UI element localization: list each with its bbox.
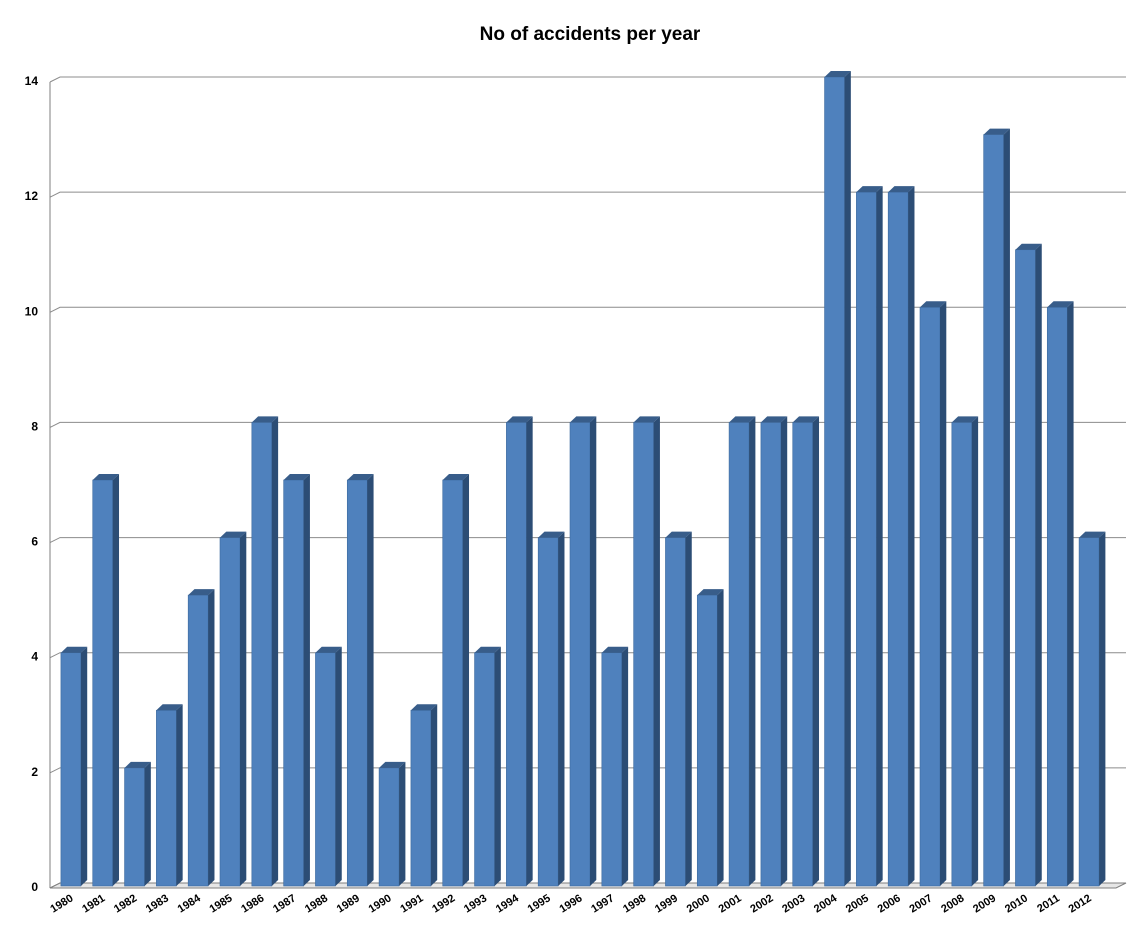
y-tick-label: 8: [31, 419, 38, 433]
bar: [887, 186, 915, 887]
x-tick-label: 1991: [398, 892, 425, 915]
x-tick-label: 2007: [907, 892, 934, 915]
bar: [1046, 301, 1074, 887]
x-tick-label: 1986: [239, 892, 266, 915]
bar: [951, 416, 979, 887]
bar: [856, 186, 883, 887]
x-tick-label: 2003: [780, 892, 807, 915]
y-tick-label: 4: [31, 650, 38, 664]
x-tick-label: 1984: [176, 892, 204, 916]
bar: [569, 416, 597, 887]
x-tick-label: 1998: [621, 892, 648, 915]
x-tick-label: 2005: [844, 892, 871, 915]
bar: [728, 416, 756, 887]
bar: [346, 474, 374, 887]
y-tick-labels: 0 2 4 6 8 10 12 14: [25, 74, 39, 894]
bar: [442, 474, 470, 887]
x-tick-labels: 1980 1981 1982 1983 1984 1985 1986 1987 1988 1989…: [48, 892, 1093, 916]
x-tick-label: 2008: [939, 892, 966, 915]
x-tick-label: 1992: [430, 892, 457, 915]
y-tick-label: 6: [31, 535, 38, 549]
bar: [824, 71, 851, 887]
x-tick-label: 1987: [271, 892, 298, 915]
chart-title: No of accidents per year: [480, 24, 701, 45]
bar: [506, 416, 533, 887]
x-tick-label: 1985: [207, 892, 234, 915]
x-tick-label: 2010: [1003, 892, 1030, 915]
bars: [60, 71, 1106, 887]
bar: [92, 474, 120, 887]
x-tick-label: 1989: [335, 892, 362, 915]
gridline: [49, 76, 1126, 83]
x-tick-label: 1999: [653, 892, 680, 915]
bar: [696, 589, 724, 887]
x-tick-label: 1997: [589, 892, 616, 915]
bar: [187, 589, 215, 887]
bar: [60, 646, 88, 887]
bar: [919, 301, 947, 887]
bar: [251, 416, 279, 887]
bar: [792, 416, 820, 887]
bar: [1078, 531, 1106, 887]
bar: [760, 416, 788, 887]
x-tick-label: 2006: [876, 892, 903, 915]
gridline: [49, 306, 1126, 313]
bar: [410, 704, 438, 887]
y-tick-label: 10: [25, 304, 39, 318]
x-tick-label: 1981: [80, 892, 107, 915]
x-tick-label: 1980: [48, 892, 75, 915]
bar: [1015, 243, 1042, 887]
bar: [219, 531, 247, 887]
x-tick-label: 2012: [1067, 892, 1094, 915]
bar: [378, 761, 406, 887]
bar: [665, 531, 692, 887]
y-tick-label: 0: [31, 880, 38, 894]
x-tick-label: 1988: [303, 892, 330, 915]
bar: [601, 646, 629, 887]
bar: [474, 646, 501, 887]
x-tick-label: 2000: [685, 892, 712, 915]
gridline: [49, 191, 1126, 198]
bar: [124, 761, 151, 887]
gridlines: [49, 76, 1126, 889]
x-tick-label: 1982: [112, 892, 139, 915]
y-tick-label: 14: [25, 74, 39, 88]
x-tick-label: 1995: [526, 892, 553, 915]
bar: [537, 531, 565, 887]
bar: [156, 704, 183, 887]
x-tick-label: 2011: [1035, 892, 1062, 915]
x-tick-label: 2002: [748, 892, 775, 915]
bar: [315, 646, 342, 887]
x-tick-label: 2001: [717, 892, 744, 915]
bar: [633, 416, 660, 887]
x-tick-label: 1993: [462, 892, 489, 915]
x-tick-label: 1994: [494, 892, 522, 916]
x-tick-label: 2009: [971, 892, 998, 915]
x-tick-label: 1996: [557, 892, 584, 915]
x-tick-label: 1990: [367, 892, 394, 915]
y-tick-label: 12: [25, 189, 39, 203]
bar: [283, 474, 310, 887]
y-tick-label: 2: [31, 765, 38, 779]
x-tick-label: 1983: [144, 892, 171, 915]
x-tick-label: 2004: [812, 892, 840, 916]
bar: [983, 128, 1010, 887]
